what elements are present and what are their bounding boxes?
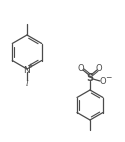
Text: +: +	[28, 63, 34, 69]
Text: O: O	[96, 63, 102, 73]
Text: S: S	[86, 73, 94, 83]
Text: O: O	[100, 77, 106, 85]
Text: N: N	[23, 66, 29, 75]
Text: l: l	[26, 80, 28, 88]
Text: −: −	[105, 74, 111, 83]
Text: O: O	[78, 63, 84, 73]
